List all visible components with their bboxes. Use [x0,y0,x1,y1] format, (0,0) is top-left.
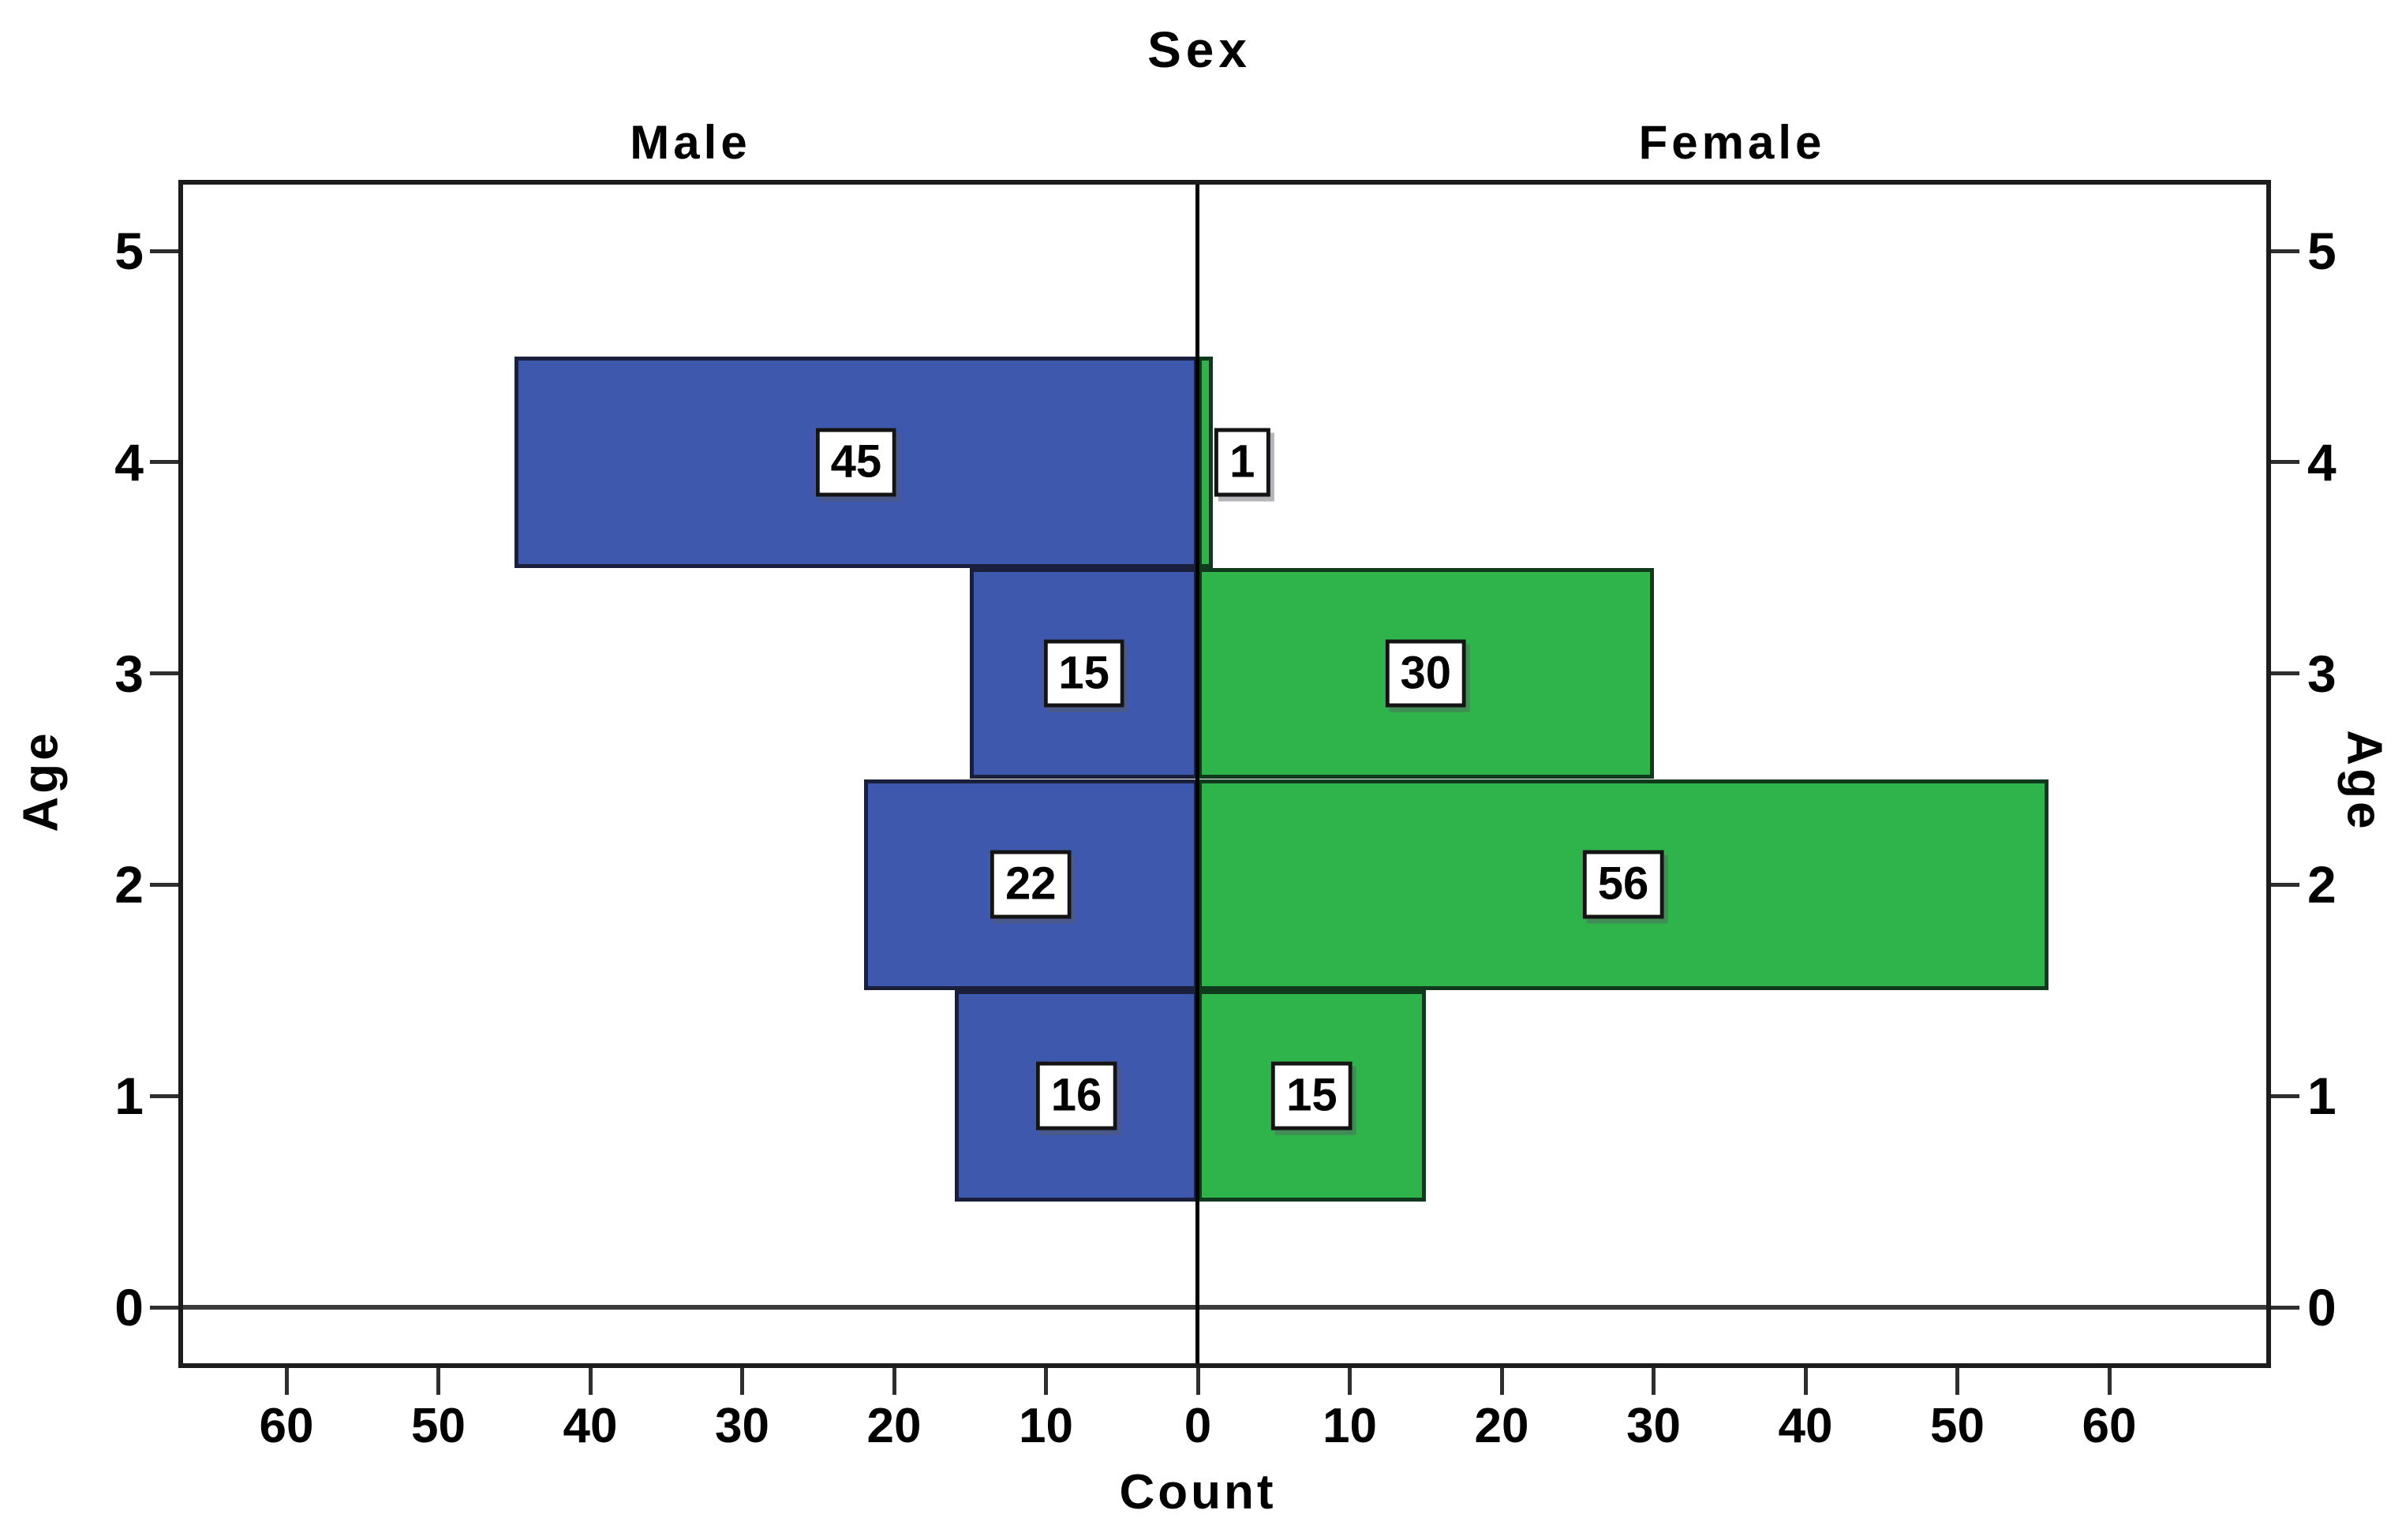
y-tick-label-left: 4 [114,432,144,492]
zero-age-line [183,1305,2266,1310]
y-axis-title-right: Age [2337,730,2392,832]
x-tick-label: 50 [411,1399,466,1453]
x-tick-label: 0 [1184,1399,1212,1453]
y-tick-label-right: 4 [2307,432,2337,492]
x-tick-mark [1499,1368,1504,1395]
x-tick-mark [588,1368,593,1395]
y-tick-mark-right [2271,1305,2299,1310]
value-label-female-age-4: 1 [1214,428,1270,497]
y-tick-mark-left [150,671,178,676]
y-tick-label-left: 5 [114,222,144,280]
y-tick-label-left: 1 [114,1067,144,1126]
y-tick-label-left: 0 [114,1278,144,1336]
y-tick-mark-left [150,460,178,465]
bar-female-age-4 [1198,356,1214,568]
y-tick-mark-left [150,1305,178,1310]
value-label-female-age-2: 56 [1582,850,1664,919]
x-tick-mark [1803,1368,1808,1395]
male-panel-label: Male [630,116,751,169]
y-tick-label-right: 3 [2307,644,2337,703]
plot-area: 16 15 22 56 15 30 45 1 [178,180,2271,1368]
female-panel-label: Female [1638,116,1826,169]
y-tick-label-right: 2 [2307,855,2337,914]
value-label-male-age-3: 15 [1043,639,1124,708]
x-tick-label: 20 [866,1399,922,1453]
y-tick-mark-right [2271,249,2299,253]
y-tick-label-right: 1 [2307,1067,2337,1126]
x-tick-mark [284,1368,289,1395]
y-tick-mark-right [2271,882,2299,887]
x-tick-label: 20 [1474,1399,1529,1453]
value-label-male-age-1: 16 [1035,1061,1117,1131]
x-axis-title: Count [1119,1465,1277,1519]
x-tick-label: 30 [715,1399,769,1453]
x-tick-label: 60 [259,1399,314,1453]
y-tick-mark-left [150,249,178,253]
y-tick-mark-left [150,882,178,887]
y-tick-label-left: 2 [114,855,144,914]
y-tick-mark-right [2271,671,2299,676]
value-label-male-age-4: 45 [815,428,897,497]
y-tick-mark-right [2271,460,2299,465]
x-tick-label: 10 [1019,1399,1073,1453]
x-tick-label: 60 [2082,1399,2137,1453]
x-tick-label: 10 [1323,1399,1377,1453]
y-tick-mark-right [2271,1093,2299,1098]
chart-title: Sex [1147,21,1252,78]
x-tick-mark [892,1368,896,1395]
x-tick-mark [740,1368,744,1395]
x-tick-mark [1195,1368,1200,1395]
y-tick-label-right: 5 [2307,222,2337,280]
value-label-female-age-3: 30 [1385,639,1467,708]
x-tick-mark [1044,1368,1048,1395]
x-tick-mark [436,1368,440,1395]
x-tick-label: 30 [1626,1399,1681,1453]
x-tick-mark [2107,1368,2112,1395]
x-tick-label: 50 [1930,1399,1985,1453]
x-tick-mark [1652,1368,1656,1395]
y-axis-title-left: Age [13,730,69,832]
x-tick-mark [1955,1368,1959,1395]
x-tick-label: 40 [1778,1399,1833,1453]
x-tick-label: 40 [563,1399,618,1453]
center-axis-line [1195,185,1199,1363]
y-tick-mark-left [150,1093,178,1098]
y-tick-label-right: 0 [2307,1278,2337,1336]
value-label-male-age-2: 22 [990,850,1072,919]
x-tick-mark [1348,1368,1352,1395]
value-label-female-age-1: 15 [1271,1061,1353,1131]
y-tick-label-left: 3 [114,644,144,703]
